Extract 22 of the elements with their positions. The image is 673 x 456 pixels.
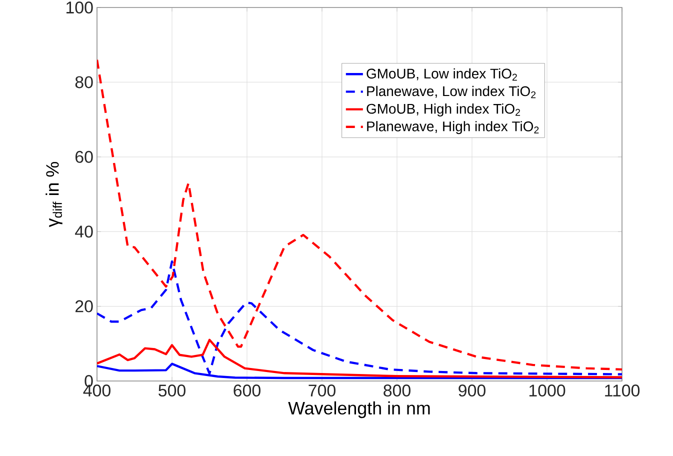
y-tick-label: 100	[66, 2, 93, 14]
legend-label: Planewave, Low index TiO$_{2}$	[367, 86, 536, 98]
y-axis-title: γ$_{diff}$ in %	[46, 162, 62, 228]
x-tick-label: 900	[458, 384, 486, 397]
line-series	[97, 58, 622, 371]
x-tick-label: 700	[308, 384, 336, 397]
x-tick-label: 500	[158, 384, 186, 397]
x-tick-label: 400	[83, 384, 110, 397]
x-tick-label: 600	[234, 384, 260, 397]
legend-label: GMoUB, Low index TiO$_{2}$	[366, 68, 517, 81]
x-tick-label: 1000	[529, 384, 566, 397]
line-series	[97, 260, 622, 376]
y-tick-label: 80	[75, 76, 93, 88]
x-axis-title: Wavelength in nm	[288, 401, 430, 418]
y-tick-label: 60	[76, 150, 93, 163]
legend-label: GMoUB, High index TiO$_{2}$	[366, 103, 520, 116]
line-series	[97, 338, 622, 378]
x-tick-label: 800	[384, 384, 410, 397]
y-tick-label: 40	[75, 226, 93, 238]
x-tick-label: 1100	[605, 384, 640, 397]
legend-label: Planewave, High index TiO$_{2}$	[367, 121, 539, 134]
y-tick-label: 20	[76, 300, 93, 312]
